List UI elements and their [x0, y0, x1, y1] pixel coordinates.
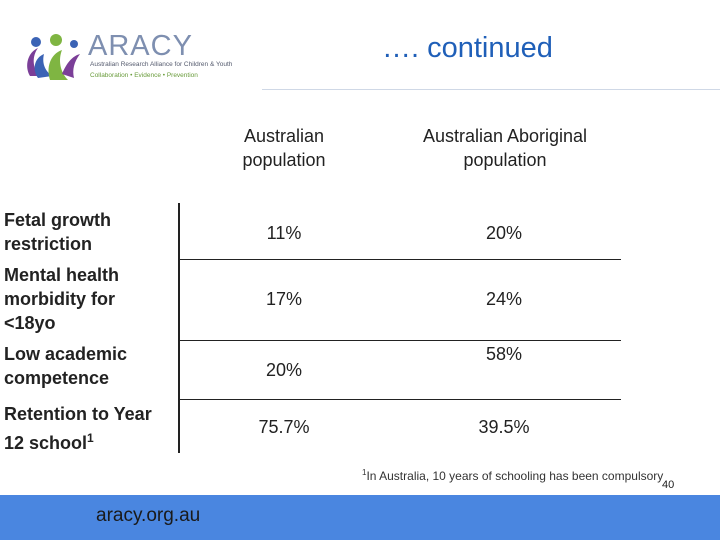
footer-url[interactable]: aracy.org.au	[96, 505, 201, 526]
footnote-marker: 1	[362, 468, 367, 477]
row-label-retention: Retention to Year 12 school1	[4, 402, 174, 455]
slide-title: …. continued	[382, 32, 553, 64]
table-row-rule	[178, 399, 621, 400]
column-header-aboriginal: Australian Aboriginal population	[422, 126, 588, 170]
footnote: 1In Australia, 10 years of schooling has…	[362, 468, 663, 483]
table-vertical-rule	[178, 203, 180, 453]
row-label-mental-health: Mental health morbidity for <18yo	[4, 265, 120, 333]
cell-aboriginal: 20%	[485, 223, 523, 243]
cell-aboriginal: 58%	[485, 344, 523, 364]
table-row-rule	[178, 259, 621, 260]
logo-wordmark: ARACY	[88, 30, 193, 62]
page-number: 40	[662, 479, 675, 491]
footer-bar	[0, 495, 720, 540]
cell-australian: 20%	[265, 360, 303, 380]
row-label-academic: Low academic competence	[4, 344, 128, 388]
aracy-figures-icon	[27, 34, 80, 80]
footnote-ref: 1	[87, 431, 94, 445]
cell-australian: 75.7%	[258, 417, 310, 437]
cell-australian: 17%	[265, 289, 303, 309]
aracy-logo: ARACY Australian Research Alliance for C…	[22, 30, 252, 86]
row-label-fetal-growth: Fetal growth restriction	[4, 210, 111, 254]
logo-tagline: Collaboration • Evidence • Prevention	[90, 72, 198, 79]
cell-australian: 11%	[266, 223, 302, 243]
row-label-text: Retention to Year 12 school	[4, 404, 152, 453]
column-header-australian: Australian population	[242, 126, 326, 170]
logo-subtitle: Australian Research Alliance for Childre…	[90, 61, 233, 68]
title-divider	[262, 89, 720, 90]
table-row-rule	[178, 340, 621, 341]
cell-aboriginal: 39.5%	[478, 417, 530, 437]
cell-aboriginal: 24%	[485, 289, 523, 309]
footnote-text: In Australia, 10 years of schooling has …	[366, 469, 664, 483]
